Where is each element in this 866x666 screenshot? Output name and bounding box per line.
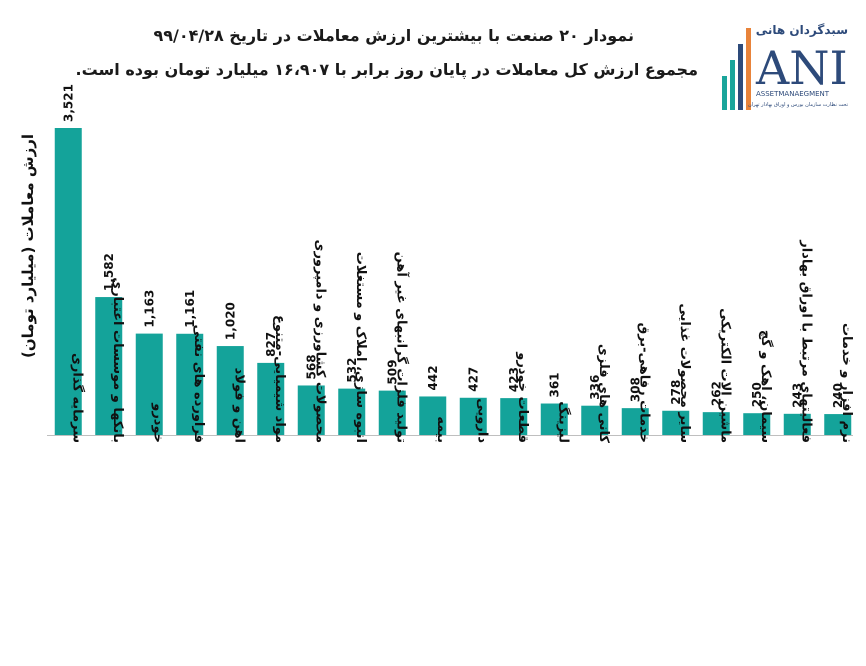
logo-subtitle: ASSETMANAEGMENT (756, 90, 830, 98)
bar-value-label: 423 (507, 367, 521, 392)
bar-value-label: 250 (750, 382, 764, 407)
category-label: بانکها و موسسات اعتباری (110, 277, 125, 443)
bar (135, 333, 163, 435)
bar (419, 396, 447, 435)
category-label: انبوه سازی، املاک و مستغلات (353, 252, 368, 443)
bar (54, 128, 82, 435)
logo-bar-1 (722, 76, 727, 110)
logo-bar-4 (746, 28, 751, 110)
bar-value-label: 336 (588, 375, 602, 400)
bar-value-label: 509 (385, 360, 399, 385)
category-label: تولید فلزات گرانبهای غیر آهن (393, 252, 410, 443)
bar (702, 412, 730, 435)
category-label: فعالیتهای مرتبط با اوراق بهادار (798, 239, 813, 443)
bar (216, 346, 244, 435)
bar (540, 403, 568, 435)
logo-bar-2 (730, 60, 735, 110)
chart-title-line2: مجموع ارزش کل معاملات در پایان روز برابر… (75, 60, 698, 79)
bar (459, 397, 487, 435)
bar-value-label: 243 (790, 383, 804, 408)
bar (500, 398, 528, 435)
category-label: کانی های فلزی (596, 344, 611, 444)
bar-value-label: 532 (345, 358, 359, 383)
bar-value-label: 568 (304, 354, 318, 379)
category-label: دارویی (474, 398, 489, 443)
category-label: خدمات رفاهی-برق (636, 323, 651, 443)
logo-letters: ANI (755, 41, 848, 95)
category-label: سایر محصولات غذایی (677, 303, 692, 443)
bar-value-label: 3,521 (61, 84, 75, 122)
category-label: سرمایه گذاری (69, 353, 85, 443)
bar-value-label: 240 (831, 383, 845, 408)
logo-bar-3 (738, 44, 743, 110)
category-label: ماشین الات الکتریکی (717, 308, 732, 443)
bar-value-label: 361 (547, 372, 561, 397)
bar-value-label: 278 (669, 380, 683, 405)
bar-value-label: 427 (466, 367, 480, 392)
chart-title-line1: نمودار ۲۰ صنعت با بیشترین ارزش معاملات د… (153, 26, 634, 45)
category-label: سیمان، اهک و گچ (758, 330, 774, 443)
bar (95, 297, 123, 435)
bar (378, 390, 406, 435)
bar-value-label: 827 (264, 332, 278, 357)
category-label: قطعات خودرو (515, 351, 530, 443)
logo-tagline: تحت نظارت سازمان بورس و اوراق بهادار تهر… (748, 102, 849, 108)
bar (662, 410, 690, 435)
bar-value-label: 262 (709, 381, 723, 406)
bar-value-label: 1,161 (183, 290, 197, 328)
bar-value-label: 1,582 (102, 253, 116, 291)
category-label: بیمه (434, 416, 449, 443)
bar-value-label: 442 (426, 365, 440, 390)
category-label: فراورده های نفتی (191, 324, 206, 443)
bar (824, 414, 852, 435)
bar (176, 333, 204, 435)
bar-value-label: 1,020 (223, 302, 237, 340)
bar (338, 388, 366, 435)
brand-logo: سبدگردان هانی ANI ASSETMANAEGMENT تحت نظ… (722, 23, 849, 110)
category-label: مواد شیمیایی-متنوع (272, 315, 287, 443)
bar (297, 385, 325, 435)
bar (581, 405, 609, 435)
logo-persian-name: سبدگردان هانی (756, 23, 848, 37)
bar (621, 408, 649, 435)
bar (743, 413, 771, 435)
bar (783, 413, 811, 435)
category-label: خودرو (150, 402, 165, 443)
bar-value-label: 308 (628, 377, 642, 402)
category-label: محصولات کشاورزی و دامپروری (312, 240, 327, 443)
bar-value-label: 1,163 (142, 290, 156, 328)
category-label: نرم افزار و خدمات (839, 323, 854, 443)
bar (257, 362, 285, 435)
category-label: لیزینگ (555, 401, 571, 443)
category-label: اهن و فولاد (231, 368, 246, 443)
